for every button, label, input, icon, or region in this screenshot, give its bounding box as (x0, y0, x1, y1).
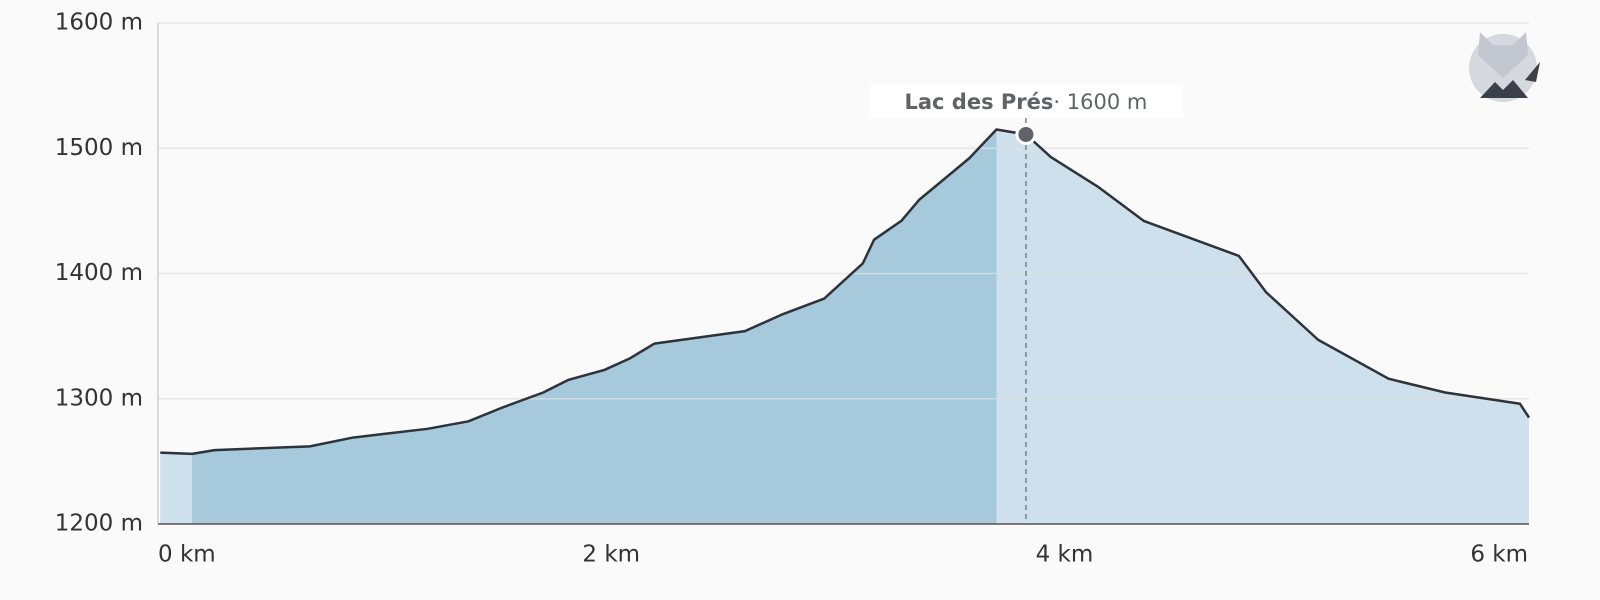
y-tick-label: 1200 m (55, 511, 143, 537)
y-tick-label: 1600 m (55, 10, 143, 36)
y-tick-label: 1300 m (55, 385, 143, 411)
x-tick-label: 0 km (158, 542, 216, 568)
logo (1469, 32, 1540, 102)
elevation-line (160, 128, 1531, 456)
tooltip-box (869, 84, 1183, 118)
x-tick-label: 6 km (1470, 542, 1528, 568)
y-tick-label: 1500 m (55, 135, 143, 161)
x-tick-label: 2 km (582, 542, 640, 568)
tooltip-value: · 1600 m (1053, 90, 1147, 114)
tooltip-label: Lac des Prés (905, 90, 1054, 114)
marker-point (1015, 123, 1037, 145)
y-tick-label: 1400 m (55, 260, 143, 286)
x-tick-label: 4 km (1036, 542, 1094, 568)
tooltip: Lac des Prés· 1600 m (905, 90, 1148, 114)
